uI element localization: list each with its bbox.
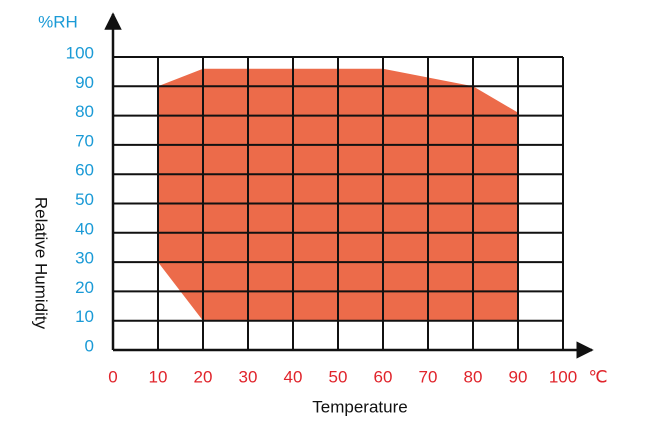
x-tick-label: 0: [108, 367, 117, 386]
y-tick-label: 60: [75, 161, 94, 180]
x-tick-label: 30: [239, 367, 258, 386]
x-tick-label: 60: [374, 367, 393, 386]
x-unit: ℃: [588, 367, 607, 386]
y-tick-label: 20: [75, 278, 94, 297]
x-tick-label: 10: [149, 367, 168, 386]
x-axis-label: Temperature: [312, 397, 407, 416]
y-tick-label: 10: [75, 307, 94, 326]
x-tick-label: 70: [419, 367, 438, 386]
y-tick-label: 30: [75, 249, 94, 268]
x-tick-label: 40: [284, 367, 303, 386]
y-tick-label: 40: [75, 219, 94, 238]
x-tick-label: 20: [194, 367, 213, 386]
x-tick-label: 80: [464, 367, 483, 386]
y-tick-label: 0: [85, 336, 94, 355]
y-tick-label: 80: [75, 102, 94, 121]
y-tick-label: 100: [66, 43, 94, 62]
y-tick-label: 90: [75, 73, 94, 92]
x-tick-label: 100: [549, 367, 577, 386]
y-axis-label: Relative Humidity: [32, 197, 51, 330]
y-unit: %RH: [38, 12, 78, 31]
y-tick-label: 70: [75, 131, 94, 150]
x-tick-label: 50: [329, 367, 348, 386]
plot-area: [112, 56, 564, 351]
x-tick-label: 90: [509, 367, 528, 386]
y-tick-label: 50: [75, 190, 94, 209]
